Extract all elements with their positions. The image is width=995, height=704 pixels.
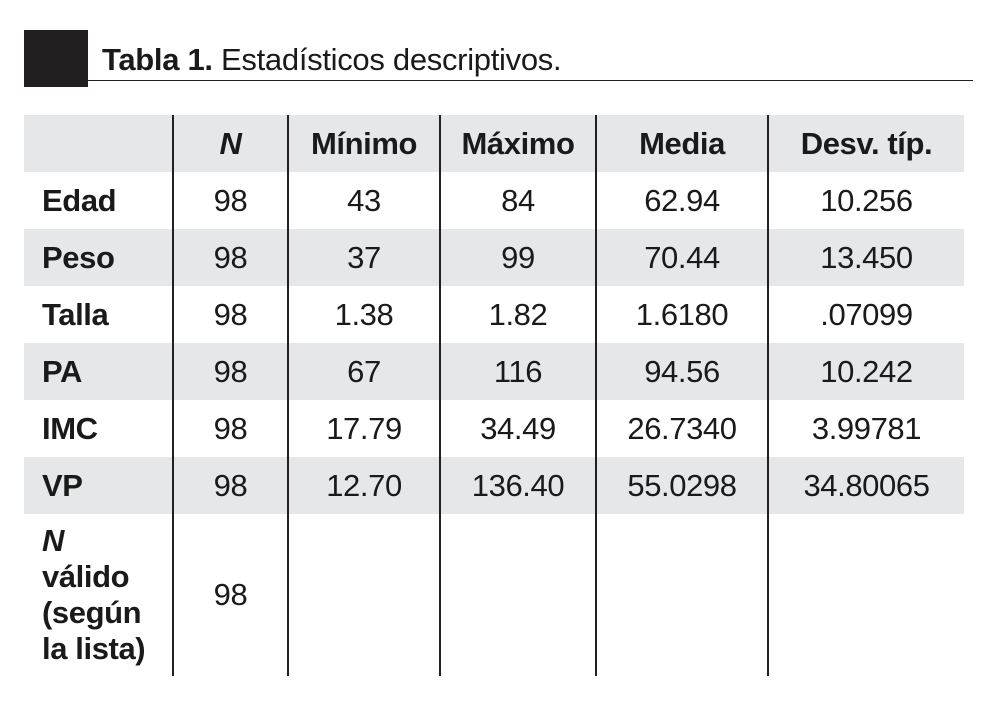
header-cell-min: Mínimo — [287, 115, 440, 172]
row-label-line: válido — [42, 559, 130, 594]
title-block-marker — [24, 30, 88, 87]
table-title: Tabla 1. Estadísticos descriptivos. — [102, 40, 562, 80]
cell-min: 43 — [287, 172, 440, 229]
descriptive-stats-table: N Mínimo Máximo Media Desv. típ. Edad 98… — [24, 115, 964, 676]
cell-n: 98 — [172, 457, 288, 514]
cell-n: 98 — [172, 286, 288, 343]
cell-sd: 10.256 — [767, 172, 964, 229]
title-rule — [88, 80, 973, 81]
cell-n: 98 — [172, 172, 288, 229]
cell-min: 17.79 — [287, 400, 440, 457]
header-cell-empty — [24, 115, 173, 172]
cell-sd-empty — [767, 514, 964, 676]
table-row: PA 98 67 116 94.56 10.242 — [24, 343, 964, 400]
cell-max-empty — [439, 514, 596, 676]
table-row: Edad 98 43 84 62.94 10.256 — [24, 172, 964, 229]
header-cell-mean: Media — [595, 115, 768, 172]
cell-mean: 70.44 — [595, 229, 768, 286]
header-cell-n: N — [172, 115, 288, 172]
table-title-text: Estadísticos descriptivos. — [212, 42, 562, 77]
table-title-label: Tabla 1. — [102, 42, 213, 77]
row-label: Talla — [42, 296, 109, 332]
cell-min: 67 — [287, 343, 440, 400]
cell-min: 1.38 — [287, 286, 440, 343]
cell-min-empty — [287, 514, 440, 676]
row-label: Edad — [42, 182, 117, 218]
row-label-line: la lista) — [42, 631, 146, 666]
row-label-n: N — [42, 523, 64, 558]
table-row: VP 98 12.70 136.40 55.0298 34.80065 — [24, 457, 964, 514]
cell-mean: 1.6180 — [595, 286, 768, 343]
cell-n: 98 — [172, 514, 288, 676]
cell-mean-empty — [595, 514, 768, 676]
cell-max: 1.82 — [439, 286, 596, 343]
cell-sd: 13.450 — [767, 229, 964, 286]
table-row: Peso 98 37 99 70.44 13.450 — [24, 229, 964, 286]
cell-sd: 3.99781 — [767, 400, 964, 457]
header-cell-sd: Desv. típ. — [767, 115, 964, 172]
row-label: PA — [24, 343, 173, 400]
cell-mean: 26.7340 — [595, 400, 768, 457]
header-row: N Mínimo Máximo Media Desv. típ. — [24, 115, 964, 172]
cell-max: 34.49 — [439, 400, 596, 457]
cell-max: 136.40 — [439, 457, 596, 514]
cell-min: 37 — [287, 229, 440, 286]
row-label: Peso — [24, 229, 173, 286]
cell-mean: 94.56 — [595, 343, 768, 400]
cell-mean: 55.0298 — [595, 457, 768, 514]
cell-sd: 10.242 — [767, 343, 964, 400]
cell-max: 84 — [439, 172, 596, 229]
table-row: Talla 98 1.38 1.82 1.6180 .07099 — [24, 286, 964, 343]
cell-mean: 62.94 — [595, 172, 768, 229]
row-label: VP — [24, 457, 173, 514]
header-cell-max: Máximo — [439, 115, 596, 172]
cell-max: 116 — [439, 343, 596, 400]
cell-min: 12.70 — [287, 457, 440, 514]
row-label: IMC — [42, 410, 98, 446]
cell-n: 98 — [172, 343, 288, 400]
row-label-line: (según — [42, 595, 142, 630]
cell-max: 99 — [439, 229, 596, 286]
table-row: IMC 98 17.79 34.49 26.7340 3.99781 — [24, 400, 964, 457]
cell-n: 98 — [172, 400, 288, 457]
cell-sd: .07099 — [767, 286, 964, 343]
cell-n: 98 — [172, 229, 288, 286]
cell-sd: 34.80065 — [767, 457, 964, 514]
